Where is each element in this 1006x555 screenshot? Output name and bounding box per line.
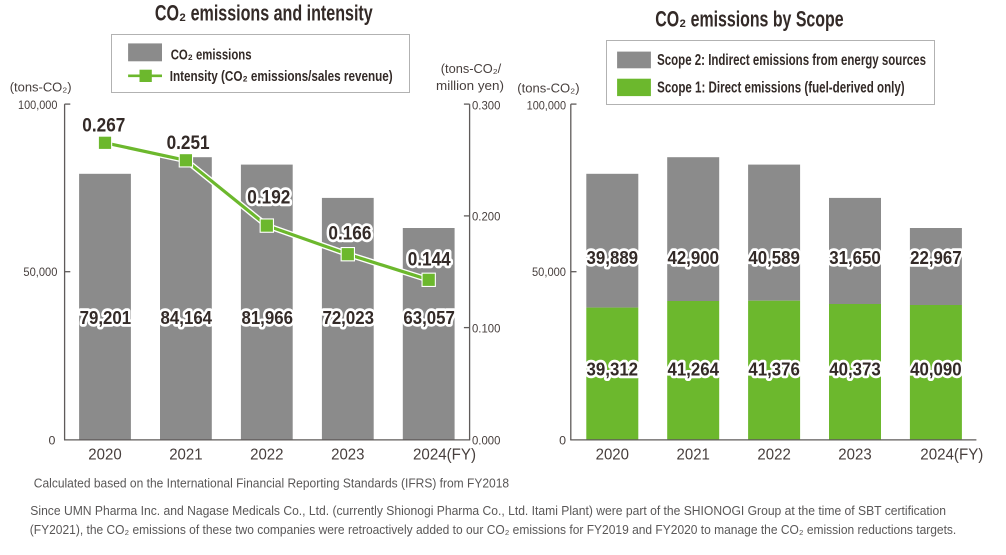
svg-text:0.267: 0.267	[82, 115, 125, 136]
svg-text:50,000: 50,000	[532, 265, 566, 279]
svg-text:79,201: 79,201	[80, 307, 132, 328]
svg-text:Scope 2: Indirect emissions fr: Scope 2: Indirect emissions from energy …	[657, 50, 926, 68]
svg-text:22,967: 22,967	[910, 247, 962, 268]
svg-text:CO₂ emissions and intensity: CO₂ emissions and intensity	[155, 2, 373, 26]
svg-text:Calculated based on the Intern: Calculated based on the International Fi…	[34, 476, 509, 491]
svg-text:0.144: 0.144	[408, 249, 451, 270]
svg-text:41,264: 41,264	[667, 359, 719, 380]
svg-text:2022: 2022	[757, 446, 790, 463]
svg-text:(tons-CO₂): (tons-CO₂)	[10, 79, 72, 94]
svg-text:31,650: 31,650	[829, 247, 881, 268]
svg-text:39,312: 39,312	[587, 359, 639, 380]
svg-text:Intensity (CO₂ emissions/sales: Intensity (CO₂ emissions/sales revenue)	[170, 68, 393, 85]
svg-text:2020: 2020	[88, 446, 121, 463]
svg-text:84,164: 84,164	[161, 307, 213, 328]
svg-text:63,057: 63,057	[403, 307, 455, 328]
svg-text:50,000: 50,000	[23, 265, 57, 279]
svg-text:0.200: 0.200	[472, 209, 501, 224]
svg-text:2021: 2021	[169, 446, 202, 463]
svg-text:2024(FY): 2024(FY)	[413, 446, 476, 463]
svg-text:42,900: 42,900	[667, 247, 719, 268]
svg-text:0.300: 0.300	[472, 98, 501, 113]
svg-text:0: 0	[48, 433, 55, 447]
svg-text:39,889: 39,889	[587, 247, 639, 268]
svg-text:2024(FY): 2024(FY)	[920, 446, 983, 463]
svg-text:81,966: 81,966	[241, 307, 293, 328]
svg-text:CO₂ emissions by Scope: CO₂ emissions by Scope	[655, 8, 844, 32]
svg-text:0.000: 0.000	[472, 433, 501, 448]
svg-text:40,589: 40,589	[748, 247, 800, 268]
svg-text:Scope 1: Direct emissions (fue: Scope 1: Direct emissions (fuel-derived …	[657, 78, 905, 96]
svg-text:2023: 2023	[838, 446, 871, 463]
svg-text:40,090: 40,090	[910, 359, 962, 380]
svg-text:2021: 2021	[677, 446, 710, 463]
svg-text:2022: 2022	[250, 446, 283, 463]
svg-text:0.166: 0.166	[328, 223, 371, 244]
svg-text:(tons-CO₂): (tons-CO₂)	[517, 80, 579, 95]
svg-text:Since UMN Pharma Inc. and Naga: Since UMN Pharma Inc. and Nagase Medical…	[30, 503, 946, 518]
svg-text:2020: 2020	[596, 446, 629, 463]
svg-text:40,373: 40,373	[829, 359, 881, 380]
svg-text:100,000: 100,000	[527, 99, 567, 113]
svg-text:0.251: 0.251	[167, 132, 210, 153]
svg-text:41,376: 41,376	[748, 359, 800, 380]
svg-text:(tons-CO₂/: (tons-CO₂/	[441, 61, 502, 76]
svg-text:million yen): million yen)	[436, 78, 504, 93]
svg-text:72,023: 72,023	[322, 307, 374, 328]
svg-text:0.192: 0.192	[247, 187, 290, 208]
svg-text:(FY2021), the CO₂ emissions of: (FY2021), the CO₂ emissions of these two…	[30, 523, 956, 538]
svg-text:0.100: 0.100	[472, 321, 501, 336]
svg-text:2023: 2023	[331, 446, 364, 463]
svg-text:100,000: 100,000	[18, 98, 58, 112]
svg-text:CO₂ emissions: CO₂ emissions	[171, 46, 252, 63]
svg-text:0: 0	[559, 433, 566, 447]
